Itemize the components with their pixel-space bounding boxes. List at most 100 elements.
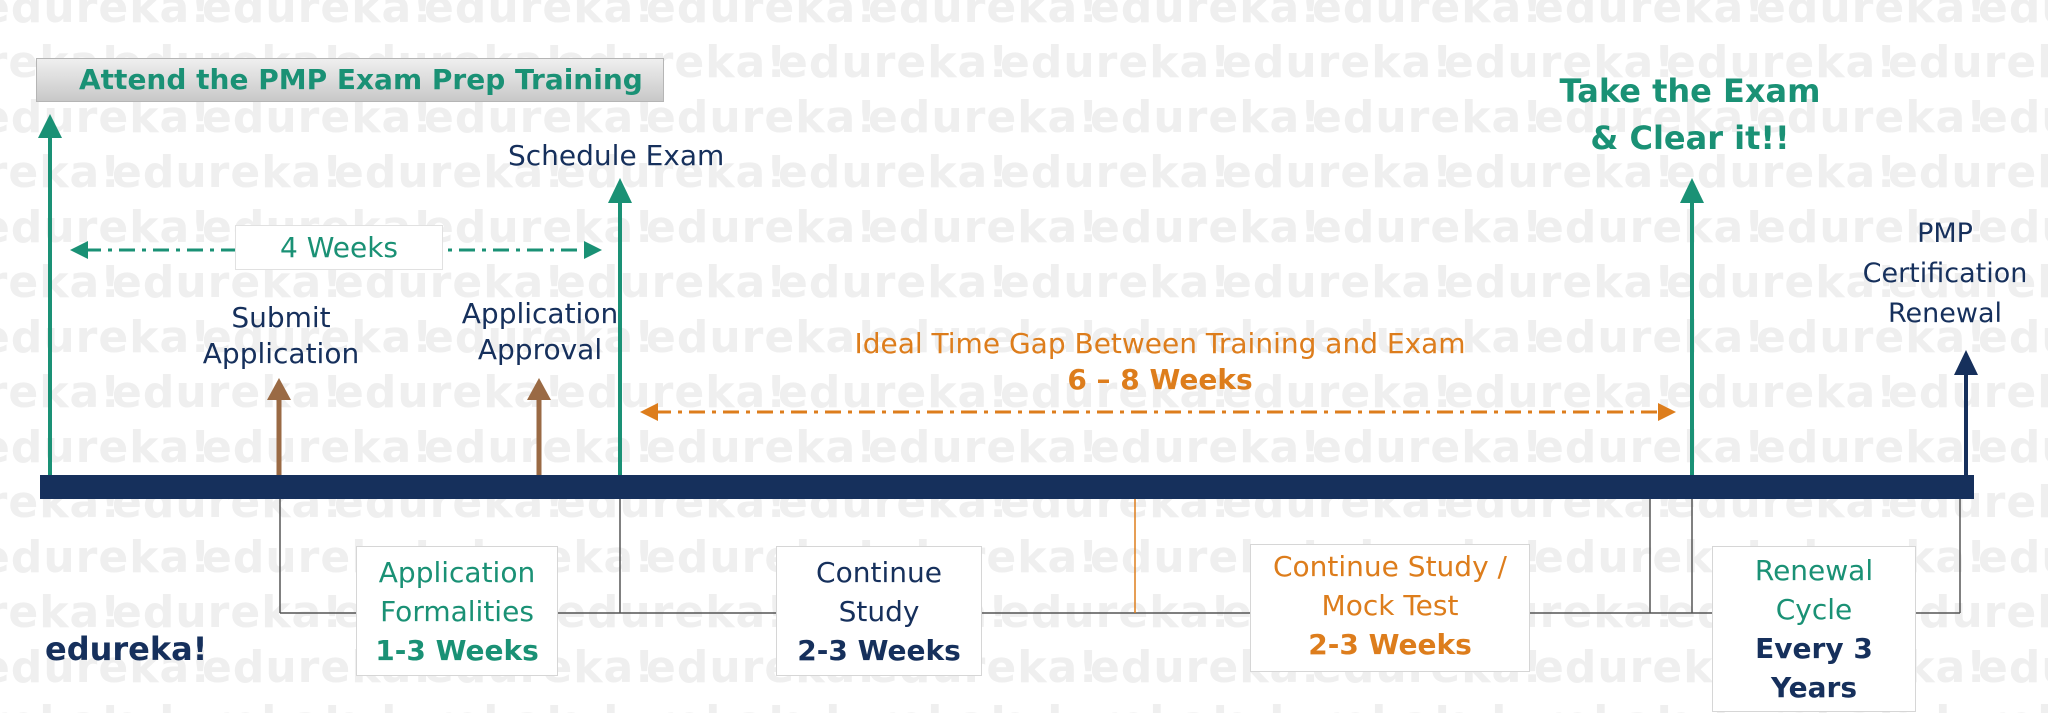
watermark-text: edureka! [1888, 37, 2048, 88]
take-exam-label: Take the Exam & Clear it!! [1559, 72, 1821, 157]
watermark-text: edureka! [1978, 642, 2048, 693]
watermark-text: edureka! [1000, 697, 1231, 713]
watermark-text: edureka! [0, 147, 122, 198]
watermark-text: edureka! [1534, 202, 1766, 253]
watermark-text: edureka! [1978, 532, 2048, 583]
watermark-text: edureka! [0, 202, 212, 253]
watermark-text: edureka! [0, 587, 122, 638]
watermark-text: edureka! [646, 0, 878, 33]
watermark-text: edureka! [0, 422, 212, 473]
watermark-text: edureka! [1534, 0, 1766, 33]
watermark-text: edureka! [112, 147, 344, 198]
watermark-text: edureka! [1444, 147, 1676, 198]
watermark-text: edureka! [334, 697, 565, 713]
watermark-text: edureka! [1312, 92, 1544, 143]
watermark-text: edureka! [1666, 257, 1898, 308]
watermark-text: edureka! [778, 367, 1010, 418]
watermark-text: edureka! [1666, 147, 1898, 198]
watermark-text: edureka! [778, 697, 1009, 713]
watermark-text: edureka! [1222, 257, 1454, 308]
watermark-text: edureka! [1312, 422, 1544, 473]
edureka-logo: edureka! [45, 630, 208, 668]
watermark-text: edureka! [0, 532, 212, 583]
watermark-text: edureka! [1000, 257, 1232, 308]
watermark-text: edureka! [202, 0, 434, 33]
watermark-text: edureka! [1978, 0, 2048, 33]
watermark-text: edureka! [1090, 0, 1322, 33]
watermark-text: edureka! [556, 147, 788, 198]
watermark-text: edureka! [1090, 422, 1322, 473]
schedule-exam-arrowhead [608, 178, 632, 203]
watermark-text: edureka! [1534, 312, 1766, 363]
watermark-text: edureka! [334, 367, 566, 418]
watermark-text: edureka! [1756, 0, 1988, 33]
watermark-text: edureka! [0, 257, 122, 308]
watermark-text: edureka! [646, 422, 878, 473]
schedule-exam-label: Schedule Exam [508, 139, 725, 172]
watermark-text: edureka! [1312, 0, 1544, 33]
watermark-text: edureka! [868, 92, 1100, 143]
four-weeks-label: 4 Weeks [235, 225, 443, 270]
watermark-text: edureka! [868, 312, 1100, 363]
watermark-text: edureka! [646, 202, 878, 253]
timeline-bar [40, 475, 1974, 499]
watermark-text: edureka! [1222, 37, 1454, 88]
watermark-text: edureka! [112, 697, 343, 713]
watermark-text: edureka! [646, 92, 878, 143]
watermark-text: edureka! [1444, 257, 1676, 308]
watermark-text: edureka! [1312, 202, 1544, 253]
watermark-text: edureka! [1756, 202, 1988, 253]
application-approval-arrowhead [527, 378, 551, 400]
watermark-text: edureka! [0, 697, 121, 713]
watermark-text: edureka! [1534, 92, 1766, 143]
phase-box-renewal-cycle: Renewal Cycle Every 3 Years [1712, 546, 1916, 712]
watermark-text: edureka! [0, 367, 122, 418]
renewal-arrowhead [1954, 350, 1978, 375]
phase-box-continue-study: Continue Study 2-3 Weeks [776, 546, 982, 676]
watermark-text: edureka! [1222, 697, 1453, 713]
watermark-text: edureka! [1090, 312, 1322, 363]
phase-box-mock-test: Continue Study / Mock Test 2-3 Weeks [1250, 544, 1530, 672]
watermark-text: edureka! [202, 422, 434, 473]
watermark-text: edureka! [556, 697, 787, 713]
watermark-text: edureka! [1222, 147, 1454, 198]
watermark-text: edureka! [1000, 37, 1232, 88]
watermark-text: edureka! [0, 642, 212, 693]
training-arrowhead [38, 114, 62, 138]
watermark-text: edureka! [868, 202, 1100, 253]
watermark-text: edureka! [1888, 257, 2048, 308]
training-title: Attend the PMP Exam Prep Training [36, 58, 664, 102]
watermark-text: edureka! [112, 367, 344, 418]
watermark-text: edureka! [868, 0, 1100, 33]
watermark-text: edureka! [1534, 422, 1766, 473]
watermark-text: edureka! [1978, 422, 2048, 473]
watermark-text: edureka! [202, 312, 434, 363]
watermark-text: edureka! [1444, 367, 1676, 418]
watermark-text: edureka! [1090, 202, 1322, 253]
submit-application-label: Submit Application [202, 301, 360, 371]
watermark-text: edureka! [1978, 312, 2048, 363]
watermark-text: edureka! [1222, 367, 1454, 418]
watermark-text: edureka! [1444, 697, 1675, 713]
watermark-text: edureka! [1090, 92, 1322, 143]
watermark-text: edureka! [1978, 202, 2048, 253]
application-approval-label: Application Approval [461, 297, 619, 367]
watermark-text: edureka! [1756, 422, 1988, 473]
watermark-text: edureka! [778, 37, 1010, 88]
watermark-text: edureka! [778, 147, 1010, 198]
watermark-text: edureka! [1756, 312, 1988, 363]
gap-label: Ideal Time Gap Between Training and Exam… [854, 327, 1466, 396]
watermark-text: edureka! [1444, 37, 1676, 88]
watermark-text: edureka! [1000, 367, 1232, 418]
watermark-text: edureka! [1666, 37, 1898, 88]
watermark-text: edureka! [334, 147, 566, 198]
watermark-text: edureka! [556, 367, 788, 418]
watermark-text: edureka! [868, 422, 1100, 473]
watermark-text: edureka! [0, 0, 212, 33]
watermark-text: edureka! [424, 0, 656, 33]
renewal-label: PMP Certification Renewal [1862, 218, 2028, 329]
watermark-text: edureka! [646, 312, 878, 363]
watermark-text: edureka! [1888, 697, 2048, 713]
watermark-text: edureka! [556, 257, 788, 308]
